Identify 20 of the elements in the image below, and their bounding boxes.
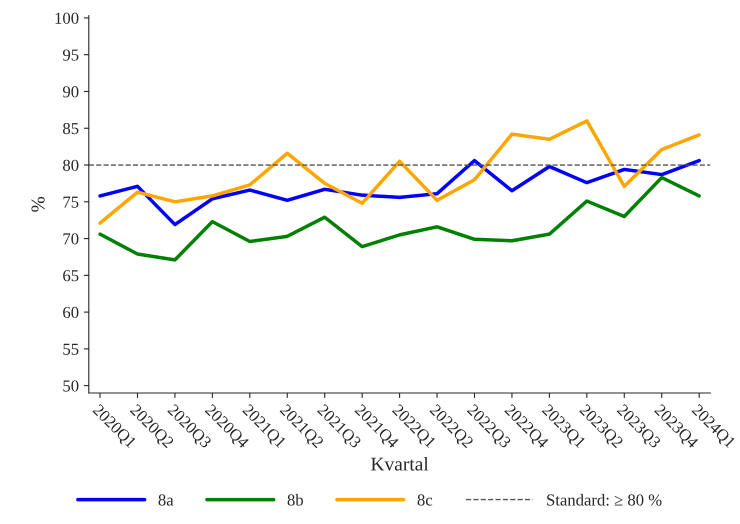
legend-label: 8b <box>288 494 303 506</box>
x-axis-title: Kvartal <box>371 456 428 471</box>
line-series <box>98 158 701 226</box>
y-tick-label: 65 <box>63 270 78 282</box>
line-series <box>98 176 701 262</box>
y-axis-title: % <box>31 196 45 212</box>
y-tick-label: 85 <box>63 122 78 134</box>
y-tick-label: 90 <box>62 86 78 98</box>
legend-label: 8a <box>158 494 174 506</box>
y-tick-label: 75 <box>64 196 78 208</box>
y-tick-label: 60 <box>63 306 78 318</box>
y-tick-label: 70 <box>64 233 78 245</box>
y-tick-label: 95 <box>62 49 78 61</box>
y-tick-label: 55 <box>63 344 78 355</box>
y-tick-label: 50 <box>63 380 78 392</box>
y-tick-label: 100 <box>56 12 78 24</box>
y-tick-label: 80 <box>63 160 78 171</box>
legend-label: 8c <box>418 494 432 506</box>
legend-label: Standard: ≥ 80 % <box>547 494 662 506</box>
line-series <box>98 119 701 225</box>
